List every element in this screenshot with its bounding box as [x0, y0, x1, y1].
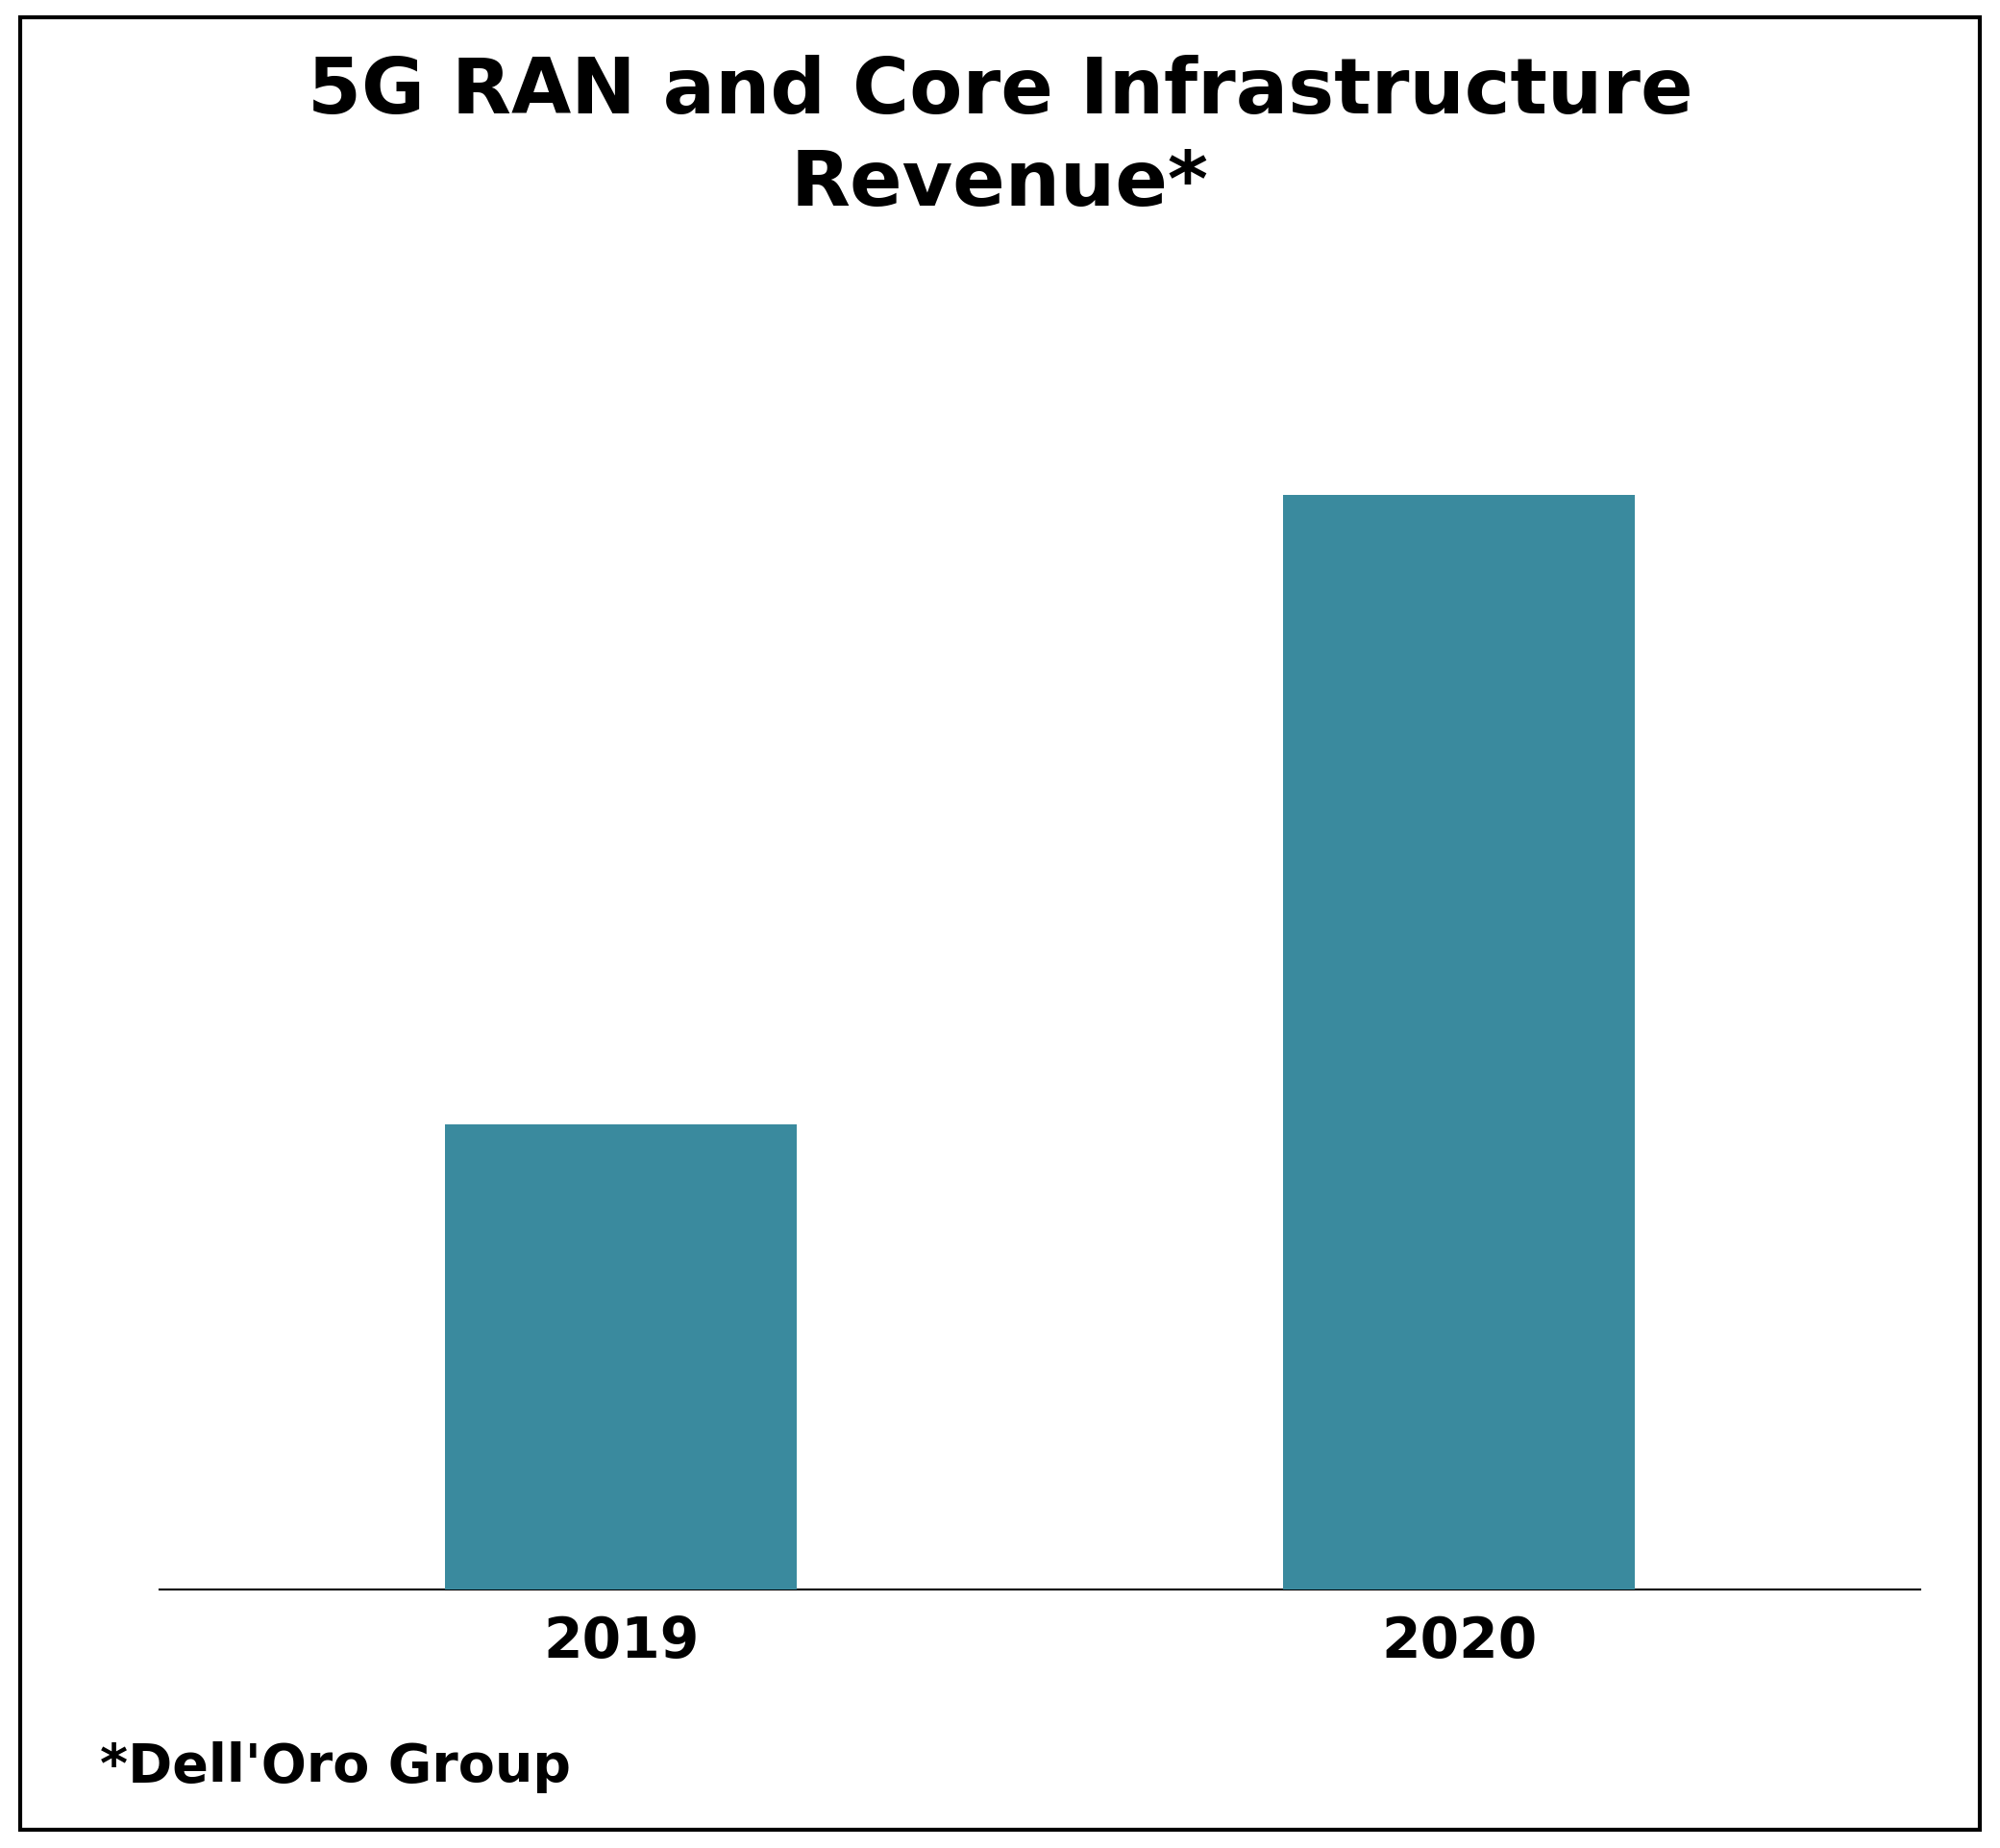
Text: 5G RAN and Core Infrastructure
Revenue*: 5G RAN and Core Infrastructure Revenue* — [308, 54, 1692, 222]
Text: *Dell'Oro Group: *Dell'Oro Group — [100, 1741, 570, 1793]
Bar — [444, 1124, 796, 1589]
Bar — [1284, 495, 1636, 1589]
